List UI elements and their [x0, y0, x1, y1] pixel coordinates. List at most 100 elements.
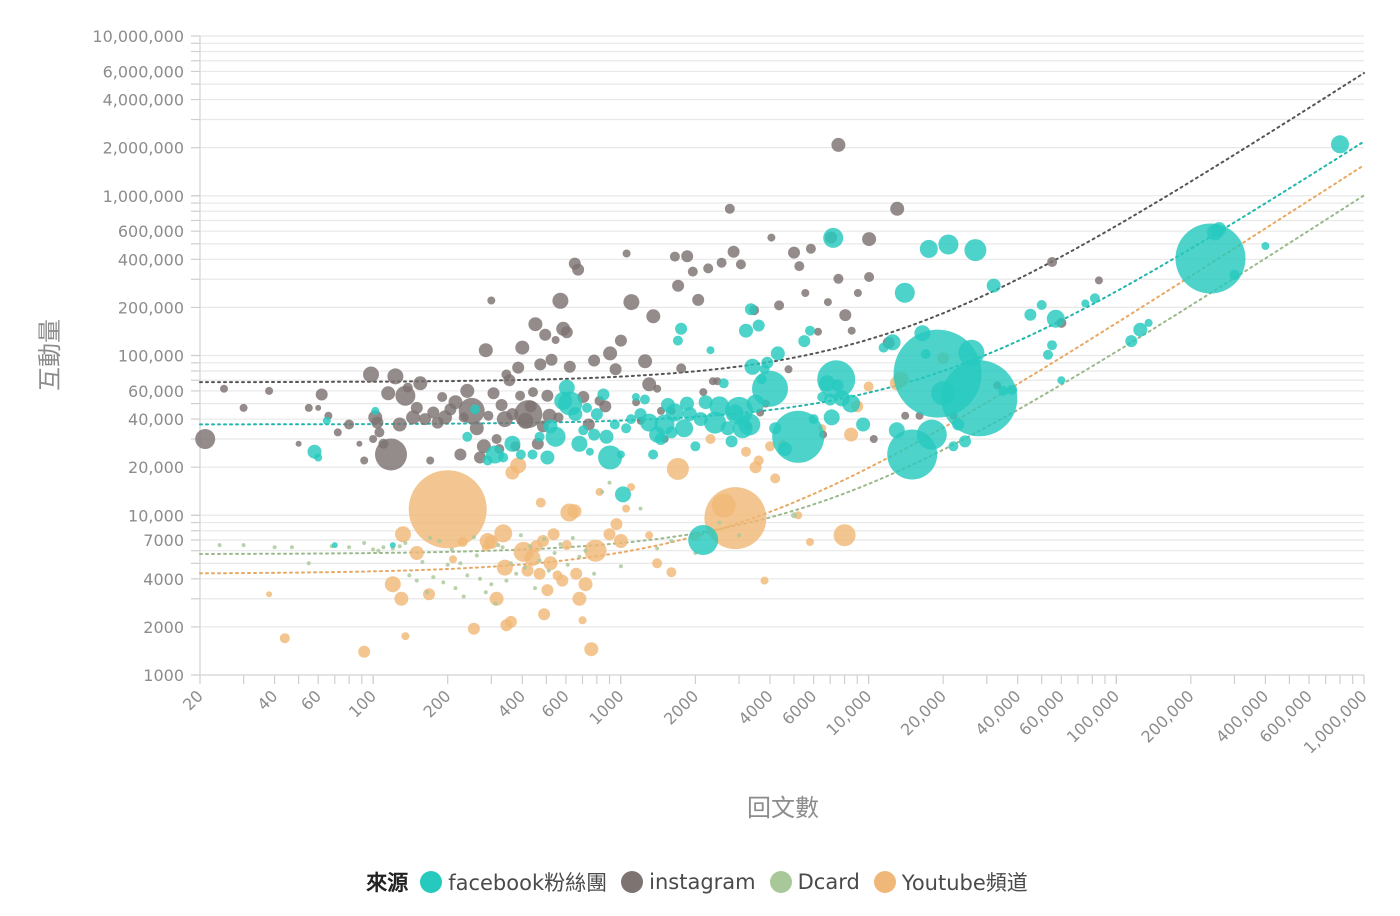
- data-point: [588, 354, 601, 367]
- data-point: [823, 227, 844, 248]
- data-point: [1229, 269, 1240, 280]
- y-tick-label: 1000: [143, 666, 184, 685]
- data-point: [541, 584, 554, 597]
- data-point: [833, 273, 844, 284]
- data-point: [665, 403, 684, 422]
- data-point: [578, 425, 589, 436]
- data-point: [410, 401, 423, 414]
- data-point: [618, 564, 623, 569]
- data-point: [578, 616, 587, 625]
- data-point: [1212, 222, 1227, 237]
- data-point: [1175, 223, 1246, 294]
- data-point: [538, 608, 551, 621]
- data-point: [426, 456, 435, 465]
- data-point: [478, 343, 493, 358]
- data-point: [706, 346, 715, 355]
- data-point: [560, 326, 573, 339]
- legend-item[interactable]: Youtube頻道: [873, 867, 1028, 897]
- data-point: [621, 423, 632, 434]
- data-point: [375, 438, 407, 471]
- data-point: [654, 433, 667, 445]
- data-point: [369, 435, 378, 443]
- data-point: [524, 550, 541, 566]
- data-point: [402, 382, 413, 393]
- data-point: [919, 239, 938, 258]
- data-point: [449, 547, 454, 552]
- data-point: [540, 450, 555, 465]
- x-tick-label: 6000: [778, 686, 820, 728]
- data-point: [487, 387, 500, 400]
- data-point: [265, 386, 274, 395]
- data-point: [614, 334, 627, 347]
- legend-item[interactable]: instagram: [621, 870, 756, 894]
- data-point: [814, 327, 822, 336]
- data-point: [462, 431, 473, 442]
- data-point: [437, 539, 442, 543]
- data-point: [408, 470, 487, 549]
- data-point: [842, 394, 861, 413]
- data-point: [1133, 322, 1148, 337]
- data-point: [403, 541, 408, 545]
- data-point: [1024, 308, 1037, 321]
- data-point: [725, 435, 738, 448]
- data-point: [774, 300, 785, 311]
- data-point: [413, 376, 428, 391]
- axes: [191, 35, 1365, 684]
- data-point: [493, 601, 498, 606]
- series-youtube: [266, 352, 950, 658]
- data-point: [583, 548, 588, 553]
- data-point: [646, 309, 661, 324]
- data-point: [220, 384, 228, 393]
- data-point: [805, 243, 816, 254]
- legend-item[interactable]: facebook粉絲團: [420, 867, 607, 897]
- data-point: [401, 632, 410, 641]
- data-point: [666, 457, 689, 480]
- x-tick-label: 20,000: [897, 686, 950, 739]
- data-point: [496, 543, 501, 548]
- legend-swatch: [420, 871, 443, 893]
- data-point: [306, 561, 311, 566]
- data-point: [615, 486, 631, 503]
- data-point: [739, 323, 753, 338]
- data-point: [551, 336, 560, 344]
- data-point: [546, 568, 551, 573]
- data-point: [585, 447, 594, 456]
- data-point: [863, 381, 874, 392]
- legend-item[interactable]: Dcard: [769, 870, 860, 894]
- data-point: [884, 334, 901, 351]
- data-point: [395, 526, 411, 543]
- y-tick-label: 60,000: [128, 382, 184, 401]
- y-tick-label: 2,000,000: [103, 139, 184, 158]
- data-point: [603, 528, 616, 541]
- data-point: [553, 412, 564, 423]
- data-point: [527, 449, 538, 460]
- data-point: [645, 531, 654, 540]
- data-point: [563, 360, 576, 373]
- data-point: [760, 576, 769, 585]
- data-point: [534, 358, 547, 371]
- data-point: [770, 346, 785, 361]
- data-point: [767, 233, 776, 242]
- data-point: [584, 539, 607, 562]
- data-point: [465, 573, 470, 578]
- data-point: [631, 393, 640, 401]
- data-point: [514, 571, 519, 576]
- data-point: [627, 483, 636, 492]
- x-tick-label: 100: [345, 686, 380, 721]
- x-tick-label: 40: [254, 686, 282, 714]
- y-tick-label: 200,000: [118, 298, 184, 317]
- data-point: [356, 440, 363, 447]
- data-point: [483, 410, 494, 421]
- data-point: [266, 591, 273, 598]
- data-point: [537, 535, 549, 547]
- y-tick-label: 40,000: [128, 410, 184, 429]
- legend-label: Dcard: [797, 870, 860, 894]
- data-point: [709, 396, 730, 417]
- data-point: [504, 578, 509, 583]
- data-point: [542, 537, 547, 541]
- data-point: [392, 417, 407, 432]
- data-point: [699, 388, 708, 397]
- data-point: [772, 410, 825, 463]
- data-point: [409, 546, 424, 560]
